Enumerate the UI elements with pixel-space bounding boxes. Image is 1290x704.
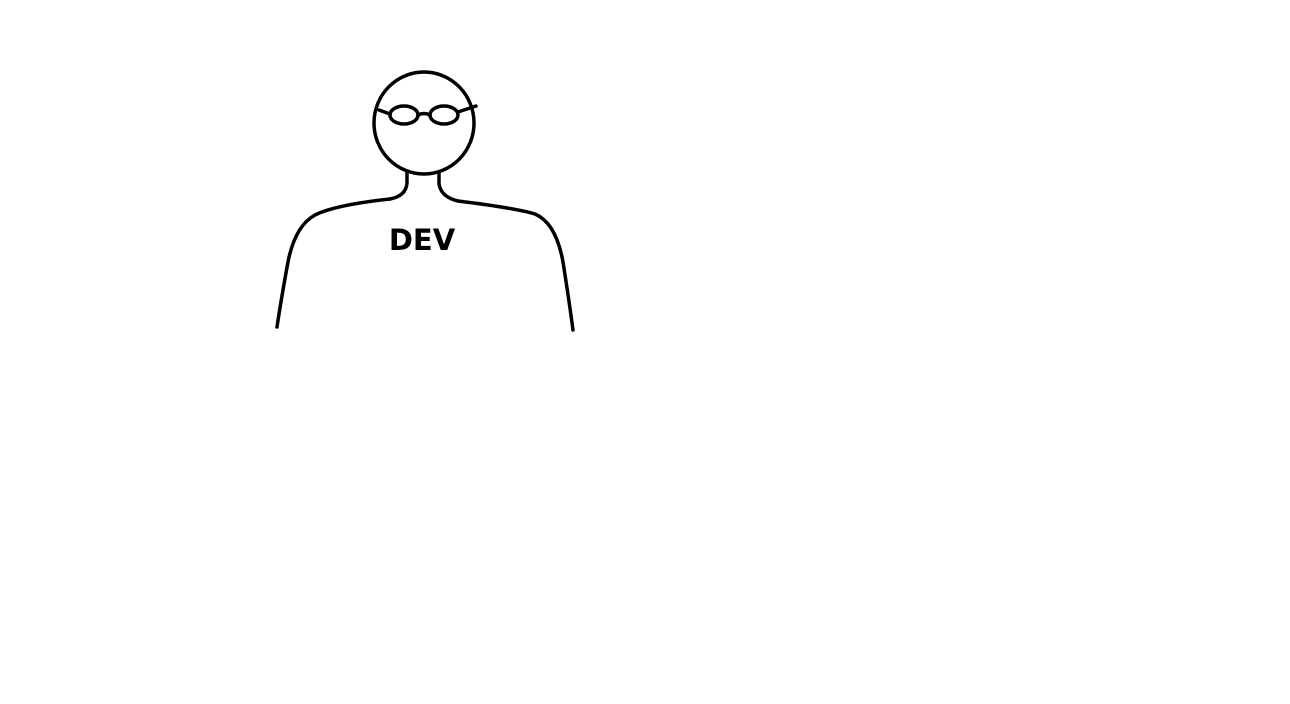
shirt-label: DEV xyxy=(388,223,456,257)
neck xyxy=(388,170,460,203)
head xyxy=(372,70,476,176)
glasses-icon xyxy=(377,104,478,126)
torso xyxy=(275,197,575,332)
